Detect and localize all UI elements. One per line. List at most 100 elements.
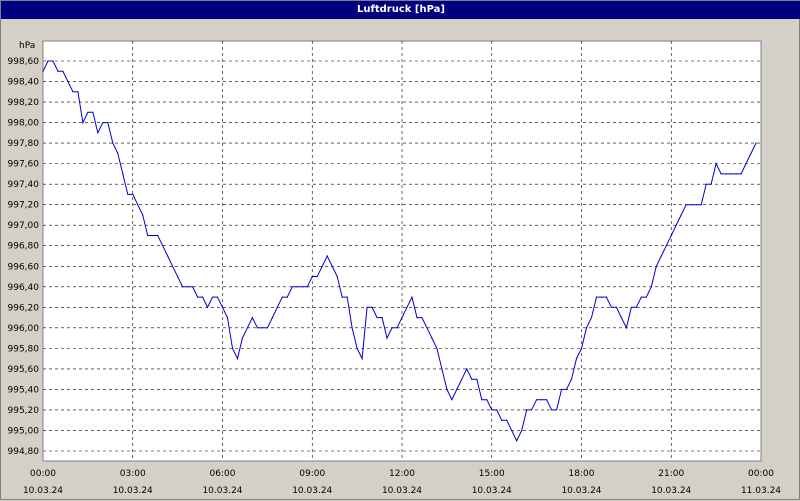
y-axis-label: hPa: [19, 41, 35, 51]
data-point: [231, 347, 234, 349]
data-point: [406, 306, 408, 308]
data-point: [516, 440, 518, 442]
data-point: [605, 296, 608, 298]
data-point: [635, 306, 637, 308]
data-point: [685, 204, 687, 206]
data-point: [471, 378, 473, 380]
data-point: [700, 204, 702, 206]
data-point: [67, 80, 69, 83]
data-point: [580, 347, 583, 349]
y-tick-label: 995,60: [8, 365, 40, 375]
y-tick-label: 996,00: [8, 324, 40, 334]
data-point: [441, 368, 443, 370]
data-point: [351, 327, 353, 329]
data-point: [486, 399, 488, 401]
series-line: [42, 60, 757, 442]
data-point: [256, 327, 258, 329]
data-point: [206, 306, 209, 308]
data-point: [735, 173, 737, 175]
y-tick-label: 996,40: [8, 283, 40, 293]
data-point: [117, 152, 119, 154]
x-tick-time-label: 09:00: [299, 469, 325, 479]
data-point: [396, 327, 398, 329]
data-point: [600, 296, 603, 298]
data-point: [391, 327, 393, 329]
data-point: [730, 173, 732, 175]
data-point: [316, 275, 318, 278]
data-point: [640, 296, 642, 298]
data-point: [107, 122, 109, 124]
data-points: [42, 60, 757, 442]
data-point: [331, 265, 333, 267]
data-point: [476, 378, 478, 380]
data-point: [246, 327, 248, 329]
grid-layer: [43, 41, 761, 461]
x-tick-time-label: 00:00: [748, 469, 774, 479]
data-point: [680, 214, 682, 216]
data-point: [740, 173, 742, 175]
y-tick-label: 997,80: [8, 139, 40, 149]
data-point: [481, 399, 483, 401]
data-point: [386, 337, 388, 339]
data-point: [132, 193, 134, 195]
data-point: [551, 409, 553, 411]
data-point: [306, 286, 308, 288]
y-tick-label: 994,80: [8, 447, 40, 457]
data-point: [87, 111, 89, 113]
data-point: [276, 306, 278, 308]
data-point: [221, 306, 224, 308]
data-point: [541, 399, 543, 401]
data-point: [341, 296, 343, 298]
x-tick-time-label: 06:00: [210, 469, 236, 479]
data-point: [226, 317, 229, 319]
data-point: [92, 111, 94, 113]
data-point: [506, 419, 508, 421]
data-point: [660, 255, 662, 257]
data-point: [556, 409, 558, 411]
data-point: [501, 419, 503, 421]
data-point: [531, 409, 533, 411]
data-point: [147, 234, 149, 237]
y-axis-tick-labels: 994,80 995,00 995,20 995,40 995,60 995,80 996,…: [8, 57, 40, 457]
data-point: [381, 317, 383, 319]
data-point: [261, 327, 263, 329]
data-point: [57, 70, 59, 72]
data-point: [715, 163, 717, 165]
data-point: [82, 122, 84, 124]
y-tick-label: 996,80: [8, 242, 40, 252]
data-point: [620, 317, 623, 319]
data-point: [745, 163, 747, 165]
data-point: [356, 347, 358, 349]
data-point: [705, 183, 707, 185]
data-point: [211, 296, 214, 298]
chart-title: Luftdruck [hPa]: [1, 1, 800, 19]
data-point: [511, 429, 513, 432]
data-point: [431, 337, 433, 339]
x-tick-time-label: 12:00: [389, 469, 415, 479]
data-point: [670, 234, 672, 237]
data-point: [361, 358, 363, 360]
data-point: [241, 337, 243, 339]
data-point: [536, 399, 538, 401]
x-tick-time-label: 00:00: [30, 469, 56, 479]
data-point: [216, 296, 219, 298]
data-point: [630, 306, 633, 308]
x-tick-date-label: 10.03.24: [202, 486, 242, 496]
data-point: [466, 368, 468, 370]
data-point: [521, 429, 523, 432]
data-point: [695, 204, 697, 206]
data-point: [625, 327, 628, 329]
y-tick-label: 997,60: [8, 160, 40, 170]
data-point: [371, 306, 373, 308]
data-point: [42, 70, 44, 72]
data-point: [426, 327, 428, 329]
x-tick-time-label: 15:00: [479, 469, 505, 479]
data-point: [496, 409, 498, 411]
data-point: [192, 286, 194, 288]
x-tick-date-label: 10.03.24: [23, 486, 63, 496]
data-point: [366, 306, 368, 308]
data-point: [127, 193, 129, 195]
data-point: [157, 234, 159, 237]
data-point: [326, 255, 328, 257]
x-tick-date-label: 10.03.24: [472, 486, 512, 496]
